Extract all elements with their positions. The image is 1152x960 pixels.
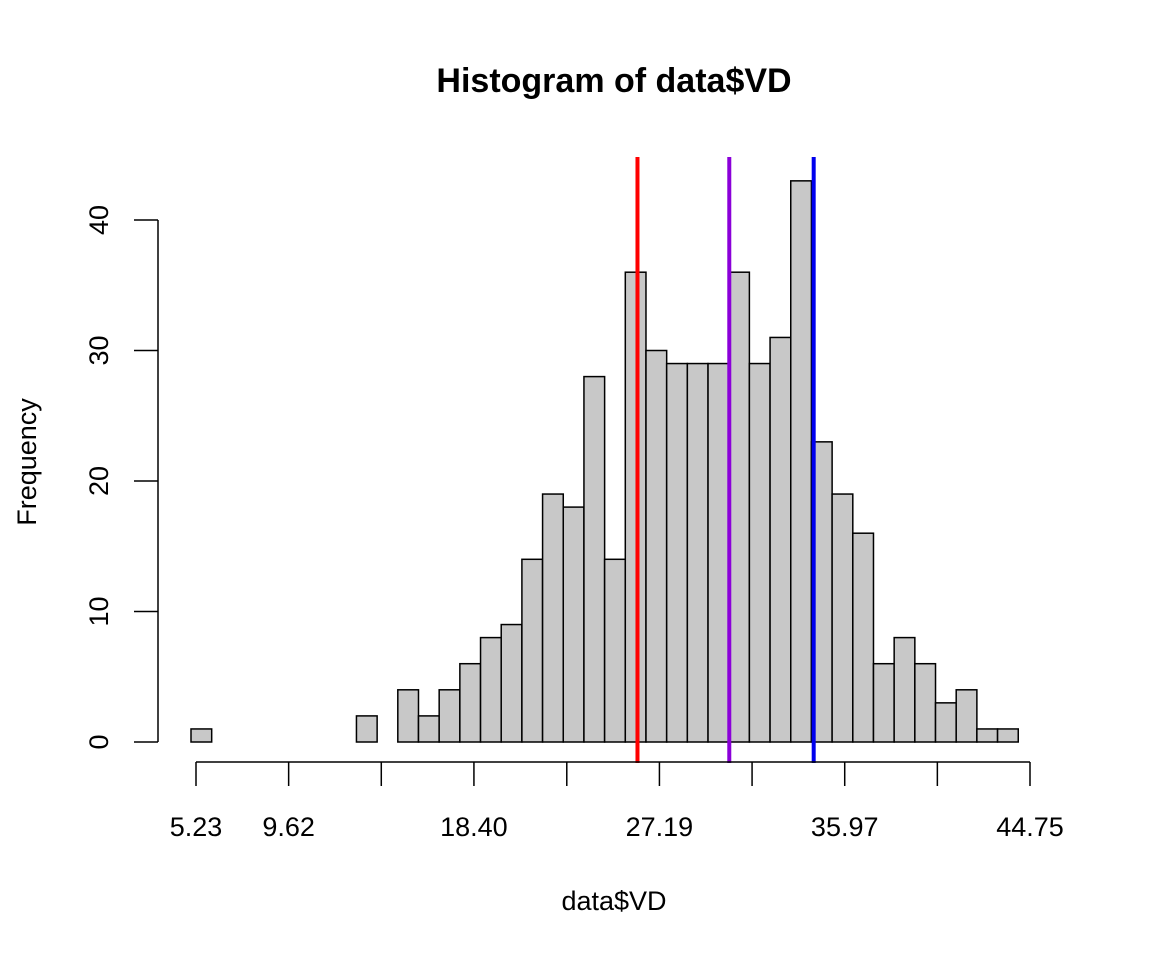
histogram-bar bbox=[500, 623, 523, 743]
x-axis-label: data$VD bbox=[561, 886, 666, 916]
y-tick-label: 0 bbox=[84, 734, 114, 749]
histogram-bar bbox=[645, 349, 668, 743]
histogram-bar bbox=[914, 662, 937, 743]
histogram-bar bbox=[955, 689, 978, 743]
histogram-bar bbox=[872, 662, 895, 743]
y-tick-label: 40 bbox=[84, 205, 114, 235]
histogram-bar bbox=[996, 728, 1020, 743]
histogram-bar bbox=[417, 715, 440, 743]
histogram-bar bbox=[438, 689, 461, 743]
y-tick-label: 30 bbox=[84, 335, 114, 365]
y-axis-label: Frequency bbox=[12, 398, 42, 526]
x-axis: 5.23 9.62 18.40 27.19 35.97 44.75 bbox=[170, 761, 1064, 842]
histogram-bar bbox=[707, 362, 730, 743]
bars-group bbox=[190, 180, 1020, 743]
histogram-bar bbox=[665, 362, 689, 743]
histogram-bar bbox=[831, 493, 854, 743]
x-tick-label: 35.97 bbox=[811, 812, 879, 842]
x-tick-label: 27.19 bbox=[626, 812, 694, 842]
histogram-bar bbox=[583, 375, 606, 743]
histogram-bar bbox=[893, 636, 916, 743]
histogram-bar bbox=[727, 271, 751, 743]
histogram-bar bbox=[521, 558, 544, 743]
histogram-bar bbox=[686, 362, 709, 743]
histogram-bar bbox=[790, 180, 813, 743]
vlines-group bbox=[635, 157, 816, 763]
histogram-bar bbox=[355, 715, 378, 743]
histogram-bar bbox=[748, 362, 771, 743]
histogram-bar bbox=[562, 506, 585, 743]
histogram-bar bbox=[976, 728, 999, 743]
x-tick-label: 9.62 bbox=[262, 812, 315, 842]
histogram-bar bbox=[190, 728, 213, 743]
x-tick-label: 44.75 bbox=[996, 812, 1064, 842]
y-tick-label: 10 bbox=[84, 596, 114, 626]
x-tick-label: 5.23 bbox=[170, 812, 223, 842]
histogram-bar bbox=[769, 336, 792, 743]
histogram-bar bbox=[603, 558, 627, 743]
y-tick-label: 20 bbox=[84, 466, 114, 496]
y-axis: 0 10 20 30 40 bbox=[84, 205, 159, 750]
histogram-bar bbox=[479, 636, 502, 743]
histogram-bar bbox=[541, 493, 565, 743]
histogram-bar bbox=[852, 532, 875, 743]
histogram-bar bbox=[397, 689, 420, 743]
chart-title: Histogram of data$VD bbox=[436, 62, 791, 100]
histogram-bar bbox=[459, 662, 482, 743]
x-tick-label: 18.40 bbox=[440, 812, 508, 842]
histogram-bar bbox=[934, 702, 957, 743]
